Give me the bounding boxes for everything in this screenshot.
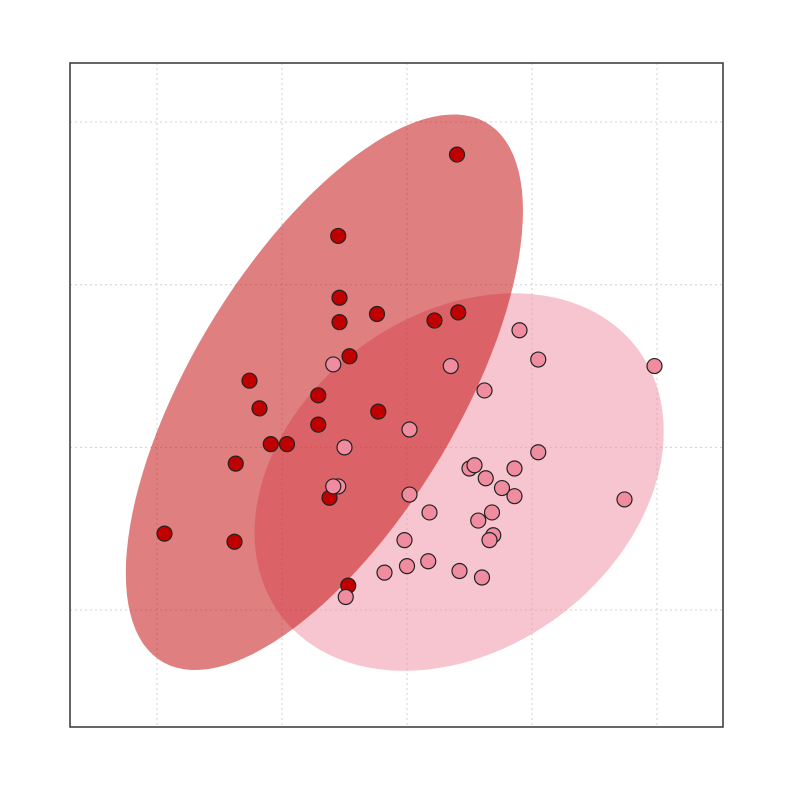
data-point (368, 305, 386, 323)
data-point (420, 553, 437, 570)
data-point (241, 372, 258, 389)
data-point (481, 531, 498, 549)
data-point (450, 304, 467, 321)
data-point (506, 460, 523, 477)
data-point (325, 478, 342, 495)
data-point (336, 439, 353, 456)
data-point (426, 312, 443, 329)
data-point (330, 227, 347, 245)
data-point (530, 444, 547, 461)
data-point (448, 146, 466, 163)
data-point (310, 416, 327, 433)
data-point (476, 382, 493, 399)
data-point (477, 470, 494, 487)
data-point (442, 357, 459, 375)
data-point (376, 564, 393, 581)
data-point (331, 314, 348, 331)
data-point (466, 457, 483, 474)
data-point (337, 588, 354, 606)
data-point (398, 558, 416, 575)
data-point (530, 351, 547, 368)
data-point (325, 356, 342, 373)
data-point (227, 455, 244, 472)
data-point (310, 387, 327, 404)
data-point (401, 421, 418, 438)
data-point (396, 531, 413, 549)
data-point (331, 289, 348, 306)
data-point (251, 400, 268, 417)
data-point (262, 436, 279, 453)
data-point (646, 357, 663, 375)
data-point (341, 348, 358, 365)
data-point (616, 491, 633, 508)
data-point (421, 504, 438, 521)
data-point (278, 436, 296, 453)
data-point (451, 562, 468, 580)
data-point (483, 504, 501, 521)
data-point (156, 525, 173, 542)
data-point (511, 322, 528, 339)
data-point (370, 403, 387, 420)
data-point (470, 512, 487, 529)
data-point (506, 488, 523, 505)
plot-frame (69, 62, 724, 728)
data-point (226, 533, 243, 550)
data-point (401, 486, 418, 503)
data-point (493, 479, 511, 497)
data-point (473, 569, 491, 586)
